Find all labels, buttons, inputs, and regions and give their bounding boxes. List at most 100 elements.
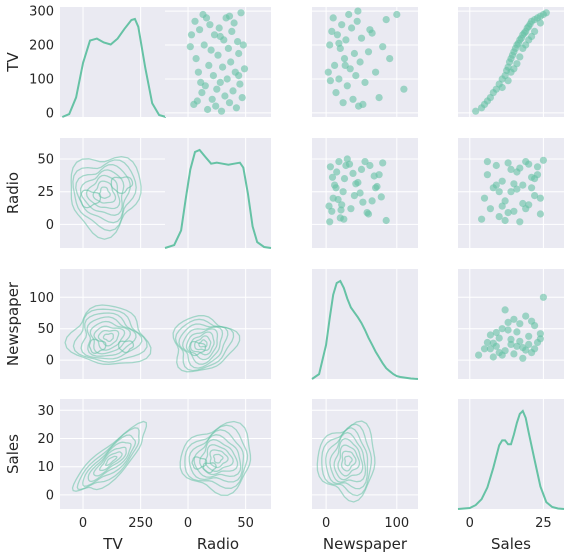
scatter-point [536,19,545,27]
scatter-point [345,160,354,168]
scatter-point [350,49,358,58]
scatter-point [516,164,524,172]
scatter-point [498,202,506,210]
scatter-point [536,330,545,338]
density-contour [97,329,120,347]
scatter-point [216,32,224,41]
density-contour [188,429,245,483]
scatter-point [375,94,383,102]
scatter-point [513,185,521,193]
y-tick-label: 100 [29,291,54,306]
scatter-point [334,195,342,204]
x-axis-label-newspaper: Newspaper [323,535,408,553]
scatter-point [349,95,357,103]
scatter-point [528,317,536,325]
x-tick-label: 100 [384,516,409,531]
scatter-point [353,17,361,25]
density-contour [64,304,152,365]
scatter-point [357,34,366,42]
scatter-point [501,216,509,225]
scatter-point [539,293,548,301]
scatter-point [186,43,194,51]
density-contour [188,340,207,357]
scatter-point [522,346,530,354]
kde-curve-tv [61,17,167,118]
panel-tv-vs-tv [60,7,167,118]
density-contour [194,335,212,352]
scatter-point [229,87,237,95]
density-contour [110,176,134,195]
scatter-point [339,188,347,196]
density-contour [178,323,229,369]
scatter-point [486,345,494,353]
scatter-point [498,351,506,359]
scatter-point [325,202,333,210]
scatter-point [504,209,512,217]
scatter-point [531,345,539,353]
scatter-point [536,335,545,343]
scatter-point [196,26,204,34]
panel-sales-vs-radio [165,399,271,509]
scatter-point [536,210,545,218]
y-tick-label: 50 [37,152,54,167]
y-tick-label: 0 [46,218,54,233]
scatter-point [340,175,349,183]
scatter-point [483,338,491,347]
scatter-point [528,184,536,192]
density-contour [118,340,135,354]
scatter-point [492,328,500,337]
y-tick-label: 200 [29,39,54,54]
scatter-point [504,77,512,85]
scatter-point [510,350,518,358]
density-contour [72,159,137,232]
density-contour [179,420,252,496]
x-tick-label: 0 [322,516,330,531]
scatter-point [194,68,202,76]
density-contour [93,325,126,351]
scatter-point [366,161,374,170]
scatter-point [539,156,548,164]
scatter-point [472,107,480,115]
scatter-point [205,61,213,69]
density-contour [337,444,361,477]
scatter-point [204,105,212,114]
scatter-point [492,161,500,170]
scatter-point [206,21,214,29]
density-contour [98,186,111,199]
scatter-point [225,12,234,20]
scatter-point [227,58,235,66]
scatter-point [210,31,219,39]
density-contour [75,164,131,224]
panel-radio-vs-radio [164,138,272,249]
panel-newspaper-vs-tv [60,269,166,379]
scatter-point [237,9,245,17]
scatter-point [221,92,229,100]
scatter-point [525,160,533,168]
scatter-point [528,32,536,41]
panel-background [165,7,271,117]
scatter-point [200,41,208,49]
scatter-point [356,189,364,197]
scatter-point [207,46,215,54]
kde-curve-sales [457,409,565,510]
scatter-point [348,24,356,32]
scatter-point [191,17,199,25]
scatter-point [239,41,247,49]
density-contour [174,318,235,372]
scatter-point [212,102,220,110]
scatter-point [193,97,201,105]
axis-label-layer: 0100200300TV02550Radio050100Newspaper010… [4,5,552,553]
scatter-point [340,55,349,63]
panel-sales-vs-tv [60,399,166,509]
density-contour [76,427,140,491]
scatter-point [208,95,216,103]
panel-background [312,269,418,379]
density-contour [184,424,249,489]
panel-background [60,7,166,117]
scatter-point [533,163,542,171]
scatter-point [326,218,334,226]
scatter-point [217,107,226,115]
scatter-point [228,27,236,35]
panel-tv-vs-radio [165,7,271,117]
density-contour [102,332,114,343]
